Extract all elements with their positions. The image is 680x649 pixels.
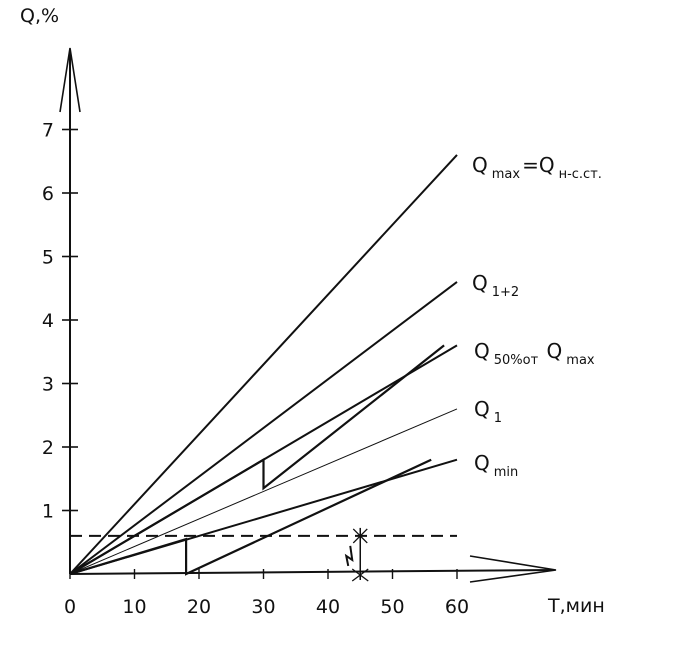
x-tick-label: 30 [251,596,275,618]
y-tick-label: 1 [42,501,54,523]
sawtooth-line-2 [69,458,432,576]
x-tick-label: 10 [122,596,146,618]
sawtooth-lines [69,344,445,576]
ticks: 1 2 3 4 5 6 7 0 10 20 30 40 50 60 [42,120,469,619]
x-tick-label: 40 [316,596,340,618]
marker-cross-bottom [351,568,369,582]
x-axis-title: T,мин [547,595,605,617]
y-tick-label: 7 [42,120,54,142]
series-line-q1 [69,408,458,575]
series-label-q12: Q 1+2 [472,271,519,300]
x-axis-line [69,569,555,575]
y-tick-label: 6 [42,183,54,205]
marker-cross-top [352,528,368,544]
y-tick-label: 2 [42,437,54,459]
x-tick-label: 60 [445,596,469,618]
y-tick-label: 3 [42,374,54,396]
y-tick-label: 4 [42,310,54,332]
x-axis-arrow [469,555,557,583]
sawtooth-line-1 [69,344,445,575]
series-line-qmax [69,154,458,575]
axes [59,47,557,583]
y-tick-label: 5 [42,247,54,269]
x-tick-label: 20 [187,596,211,618]
marker-zigzag [344,545,354,567]
y-axis-arrow [59,47,81,113]
x-tick-label: 50 [380,596,404,618]
series-line-q12 [69,281,458,575]
threshold-group [70,527,457,582]
y-axis-title: Q,% [20,5,59,27]
x-tick-label: 0 [64,596,76,618]
series-lines [69,154,458,575]
